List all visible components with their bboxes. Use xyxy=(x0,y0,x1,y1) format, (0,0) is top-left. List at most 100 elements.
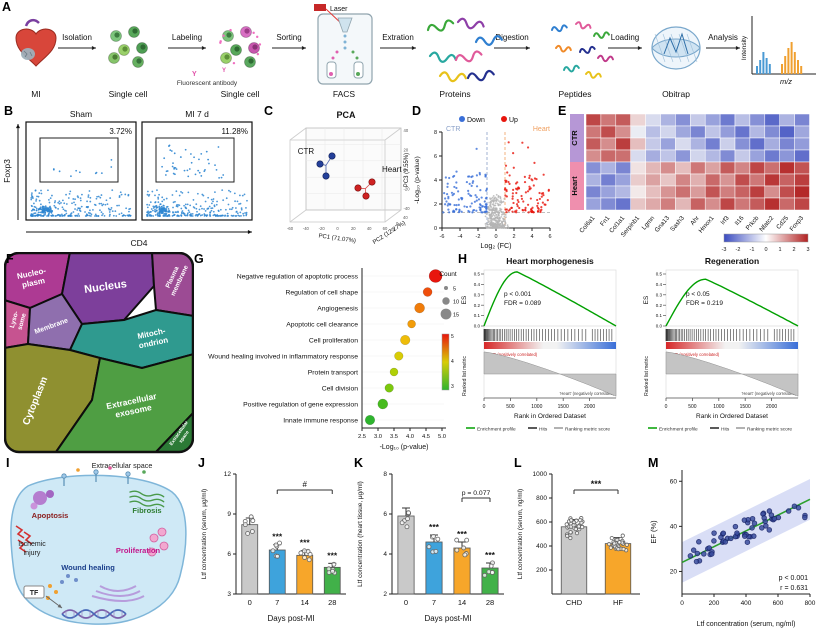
svg-text:500: 500 xyxy=(688,404,697,410)
panel-C-pca: C PCA CTR Heart -60 -40 -20 0 20 40 60 40 20 0 -20 -40… xyxy=(262,104,410,252)
go-term: Positive regulation of gene expression xyxy=(243,402,358,409)
svg-text:0.4: 0.4 xyxy=(474,282,481,287)
panel-label-L: L xyxy=(514,456,522,470)
go-term: Protein transport xyxy=(308,370,358,377)
bar-category: HF xyxy=(613,598,623,607)
gene-label: Hmox1 xyxy=(698,214,717,234)
panel-label-E: E xyxy=(558,104,567,118)
panel-A-workflow: A Isolation Labeling Sorting Extration Diges… xyxy=(0,0,820,103)
svg-text:60: 60 xyxy=(383,226,388,231)
svg-text:1000: 1000 xyxy=(533,471,548,478)
schematic-svg: Extracellular space Apoptosis Fibrosis Isch… xyxy=(10,461,187,625)
svg-text:0.2: 0.2 xyxy=(474,303,481,308)
antibody-note: Fluorescent antibody xyxy=(177,80,238,87)
row-group-heart: Heart xyxy=(570,176,579,196)
heatmap-chart: CTR Heart Col6a1 Fn1 Col1a1 Serpinb1 Lgmn Gna13… xyxy=(556,104,820,259)
gsea-legend-item: Enrichment profile xyxy=(659,427,698,433)
metric-axis-label: Ranked list metric xyxy=(462,356,468,396)
laser-label: Laser xyxy=(330,6,348,13)
treemap-label: Lyso- xyxy=(9,310,20,328)
gsea-p-value: p < 0.001 xyxy=(504,291,532,298)
svg-text:-40: -40 xyxy=(303,226,310,231)
svg-text:2: 2 xyxy=(434,202,437,208)
bar-category: 28 xyxy=(328,598,336,607)
bar-chart-svg: 200 400 600 800 1000 CHD HF *** Ltf concentratio… xyxy=(517,471,640,607)
go-term: Angiogenesis xyxy=(317,306,358,313)
bracket-label: *** xyxy=(591,479,602,489)
schematic-title: Extracellular space xyxy=(92,461,153,470)
panel-label-M: M xyxy=(648,456,659,470)
bar-category: 0 xyxy=(248,598,252,607)
significance-stars: *** xyxy=(457,529,468,539)
gsea-plots: Heart morphogenesis 0.5 0.4 0.3 0.2 0.1 0.0 ES p… xyxy=(456,252,820,459)
scale-tick: -1 xyxy=(750,247,755,253)
bar-category: 7 xyxy=(432,598,436,607)
svg-text:2000: 2000 xyxy=(766,404,777,410)
volcano-plot: Down Up CTR Heart 0 2 4 6 8 -6 -4 -2 0 2 4 6 -Log₁₀ (p-v… xyxy=(410,104,556,259)
svg-text:200: 200 xyxy=(536,567,547,574)
legend-down: Down xyxy=(467,117,485,124)
neg-corr-label: 'Heart' (negatively correlated) xyxy=(742,391,797,396)
gene-label: Foxp3 xyxy=(789,214,806,232)
es-axis-label: ES xyxy=(643,295,650,304)
svg-text:40: 40 xyxy=(404,128,409,133)
go-term: Wound healing involved in inflammatory r… xyxy=(208,354,358,361)
panel-label-B: B xyxy=(4,104,14,118)
pca-svg: PCA CTR Heart -60 -40 -20 0 20 40 60 40 20 0 -20 -40 -4… xyxy=(287,110,411,246)
svg-text:0.3: 0.3 xyxy=(474,292,481,297)
treemap-label: Nucleus xyxy=(84,278,128,296)
scale-tick: 1 xyxy=(778,247,781,253)
svg-text:-20: -20 xyxy=(319,226,326,231)
svg-text:40: 40 xyxy=(670,524,678,531)
workflow-svg: Isolation Labeling Sorting Extration Digesti… xyxy=(15,4,816,99)
bar-y-label: Ltf concentration (serum, μg/ml) xyxy=(201,489,208,579)
gsea-title: Regeneration xyxy=(705,256,759,266)
go-term: Negative regulation of apoptotic process xyxy=(237,274,359,281)
gsea-x-label: Rank in Ordered Dataset xyxy=(514,413,586,420)
gsea-legend-item: Ranking metric score xyxy=(565,427,610,433)
bracket-label: # xyxy=(303,480,308,489)
svg-text:6: 6 xyxy=(227,551,231,558)
bar-y-label: Ltf concentration (heart tissue, μg/ml) xyxy=(357,481,364,587)
panel-K-heart-bar: K 2 4 6 8 0 *** 7 *** 14 *** 28 p = 0.077 Days post-… xyxy=(352,456,510,632)
panel-label-I: I xyxy=(6,456,10,470)
schematic-label: TF xyxy=(30,590,39,597)
svg-text:1000: 1000 xyxy=(713,404,724,410)
gene-label: Irf3 xyxy=(719,214,731,226)
scatter-x-label: Ltf concentration (serum, ng/ml) xyxy=(697,621,796,628)
treemap-label: some xyxy=(17,312,28,331)
workflow-step-label: Extration xyxy=(382,33,414,42)
svg-text:-60: -60 xyxy=(287,226,294,231)
gate-percentage: 11.28% xyxy=(221,127,248,136)
pc2-label: PC2 (12.27%) xyxy=(372,220,407,246)
svg-text:15: 15 xyxy=(453,313,459,319)
schematic-label: Fibrosis xyxy=(132,506,161,515)
workflow-caption: Obitrap xyxy=(662,89,690,99)
svg-text:-40: -40 xyxy=(389,227,396,232)
dotplot-svg: Negative regulation of apoptotic process… xyxy=(208,268,459,451)
svg-text:2: 2 xyxy=(383,591,387,598)
workflow-caption: Proteins xyxy=(439,89,470,99)
bar-x-label: Days post-MI xyxy=(267,614,314,623)
go-term: Cell division xyxy=(322,386,358,393)
panel-label-K: K xyxy=(354,456,364,470)
gene-label: Fn1 xyxy=(599,214,612,227)
svg-text:5: 5 xyxy=(453,287,456,293)
svg-text:0.3: 0.3 xyxy=(656,292,663,297)
bar-y-label: Ltf concentration (serum, ng/ml) xyxy=(517,489,524,579)
pca-title: PCA xyxy=(336,110,356,120)
svg-text:0.0: 0.0 xyxy=(474,324,481,329)
panel-label-F: F xyxy=(6,252,14,266)
svg-text:-40: -40 xyxy=(404,206,411,211)
svg-text:60: 60 xyxy=(670,478,678,485)
gene-label: Ahr xyxy=(689,215,701,227)
gene-label: Sash3 xyxy=(669,214,686,233)
flow-title: MI 7 d xyxy=(185,109,209,119)
svg-text:4.0: 4.0 xyxy=(406,434,414,440)
svg-text:1500: 1500 xyxy=(558,404,569,410)
bar-category: 14 xyxy=(458,598,466,607)
svg-text:0: 0 xyxy=(434,226,437,232)
